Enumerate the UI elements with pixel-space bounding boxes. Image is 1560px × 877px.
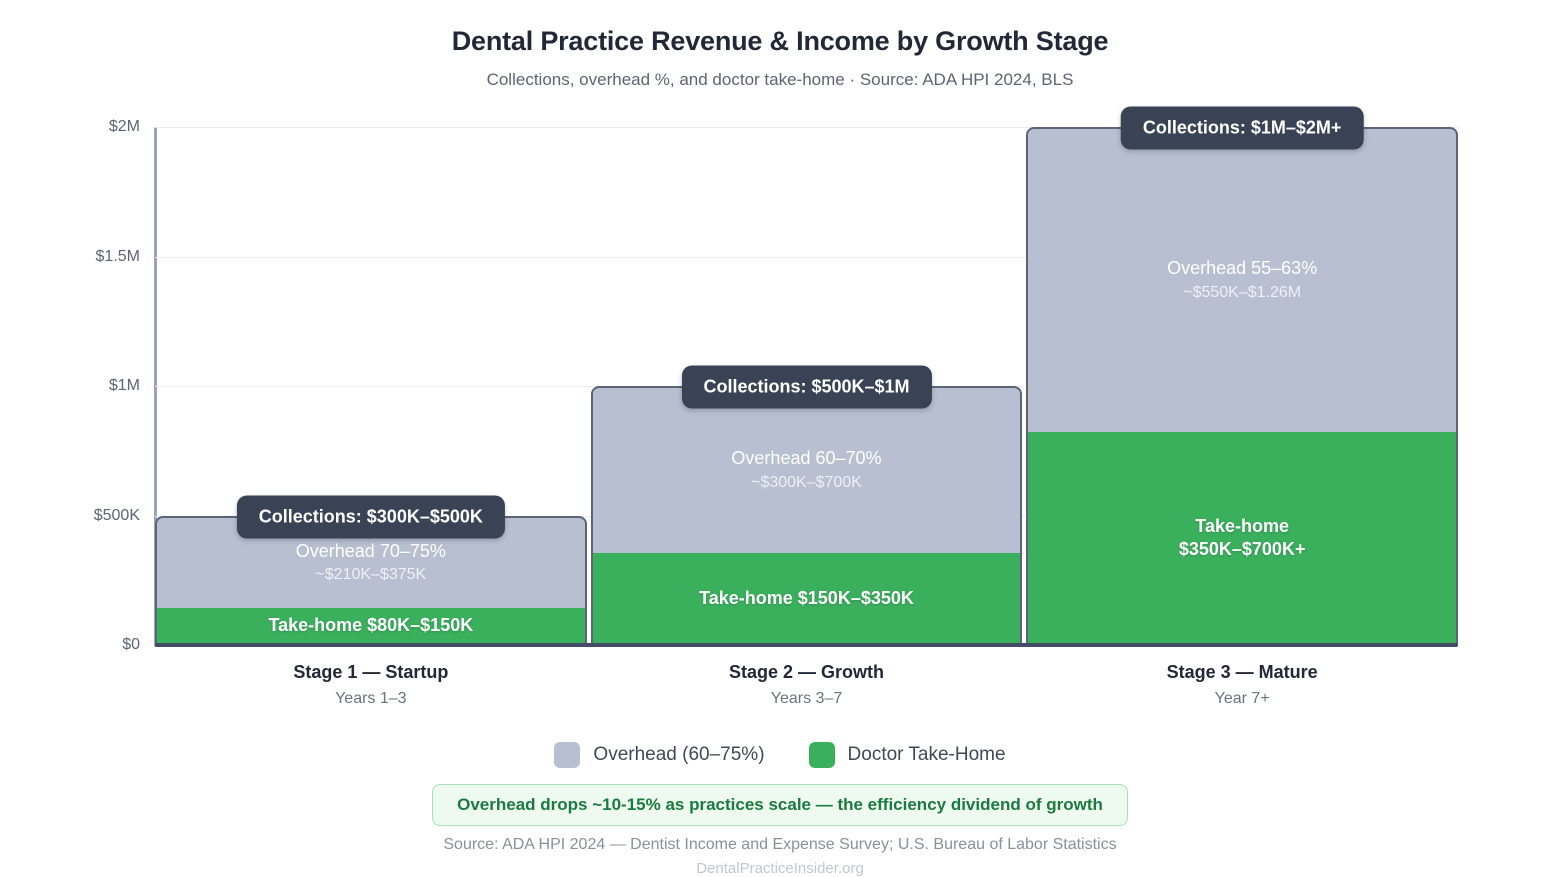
collections-badge-stage-2: Collections: $500K–$1M (681, 365, 932, 409)
bar-stage-2[interactable]: Overhead 60–70% ~$300K–$700K Take-home $15… (590, 386, 1023, 645)
x-label-stage-3: Stage 3 — Mature Year 7+ (1167, 662, 1318, 708)
x-axis-baseline (155, 643, 1458, 647)
x-label-sub: Years 1–3 (335, 690, 407, 707)
overhead-segment[interactable]: Overhead 55–63% ~$550K–$1.26M (1026, 127, 1458, 433)
y-axis-line (154, 127, 157, 647)
insight-callout: Overhead drops ~10-15% as practices scal… (432, 784, 1128, 826)
gridline (155, 127, 1458, 128)
overhead-label: Overhead 70–75% (295, 540, 446, 561)
footer-watermark: DentalPracticeInsider.org (696, 860, 864, 877)
x-label-sub: Year 7+ (1214, 690, 1270, 707)
overhead-label: Overhead 55–63% (1167, 258, 1318, 279)
overhead-sublabel: ~$300K–$700K (751, 473, 862, 491)
overhead-segment[interactable]: Overhead 60–70% ~$300K–$700K (590, 386, 1023, 554)
y-tick-label: $1M (108, 377, 140, 394)
x-label-main: Stage 2 — Growth (728, 662, 885, 682)
collections-badge-stage-3: Collections: $1M–$2M+ (1120, 106, 1364, 150)
legend-item-0[interactable]: Overhead (60–75%) (554, 742, 765, 768)
legend-swatch-icon (554, 742, 581, 768)
y-tick-label: $1.5M (95, 247, 140, 265)
page-subtitle: Collections, overhead %, and doctor take… (486, 70, 1074, 89)
x-label-main: Stage 3 — Mature (1166, 662, 1318, 682)
takehome-label: Take-home $80K–$150K (268, 615, 474, 636)
y-tick-label: $500K (93, 506, 140, 524)
footer-source: Source: ADA HPI 2024 — Dentist Income an… (443, 836, 1117, 853)
y-axis-tick-labels: $0 $500K $1M $1.5M $2M (40, 0, 140, 874)
overhead-sublabel: ~$210K–$375K (315, 566, 427, 584)
y-tick-label: $0 (122, 636, 140, 653)
takehome-label: Take-home $350K–$700K+ (1178, 516, 1306, 559)
takehome-label: Take-home $150K–$350K (699, 587, 914, 608)
x-label-stage-1: Stage 1 — Startup Years 1–3 (293, 662, 448, 708)
legend-label: Overhead (60–75%) (593, 744, 765, 765)
bar-stage-3[interactable]: Overhead 55–63% ~$550K–$1.26M Take-home $35… (1026, 127, 1458, 645)
x-label-stage-2: Stage 2 — Growth Years 3–7 (729, 662, 884, 708)
overhead-label: Overhead 60–70% (731, 448, 882, 469)
takehome-segment[interactable]: Take-home $350K–$700K+ (1026, 432, 1458, 645)
x-label-main: Stage 1 — Startup (293, 662, 449, 682)
takehome-segment[interactable]: Take-home $80K–$150K (155, 607, 587, 645)
collections-badge-stage-1: Collections: $300K–$500K (236, 495, 505, 538)
y-tick-label: $2M (108, 118, 140, 135)
chart-legend: Overhead (60–75%) Doctor Take-Home (0, 742, 1560, 768)
x-label-sub: Years 3–7 (770, 690, 843, 707)
legend-swatch-icon (808, 742, 835, 768)
page-title: Dental Practice Revenue & Income by Grow… (451, 26, 1109, 56)
callout-container: Overhead drops ~10-15% as practices scal… (0, 784, 1560, 826)
takehome-segment[interactable]: Take-home $150K–$350K (590, 553, 1023, 645)
overhead-sublabel: ~$550K–$1.26M (1183, 283, 1302, 301)
legend-label: Doctor Take-Home (847, 744, 1006, 765)
legend-item-1[interactable]: Doctor Take-Home (808, 742, 1006, 768)
gridline (155, 256, 1458, 258)
